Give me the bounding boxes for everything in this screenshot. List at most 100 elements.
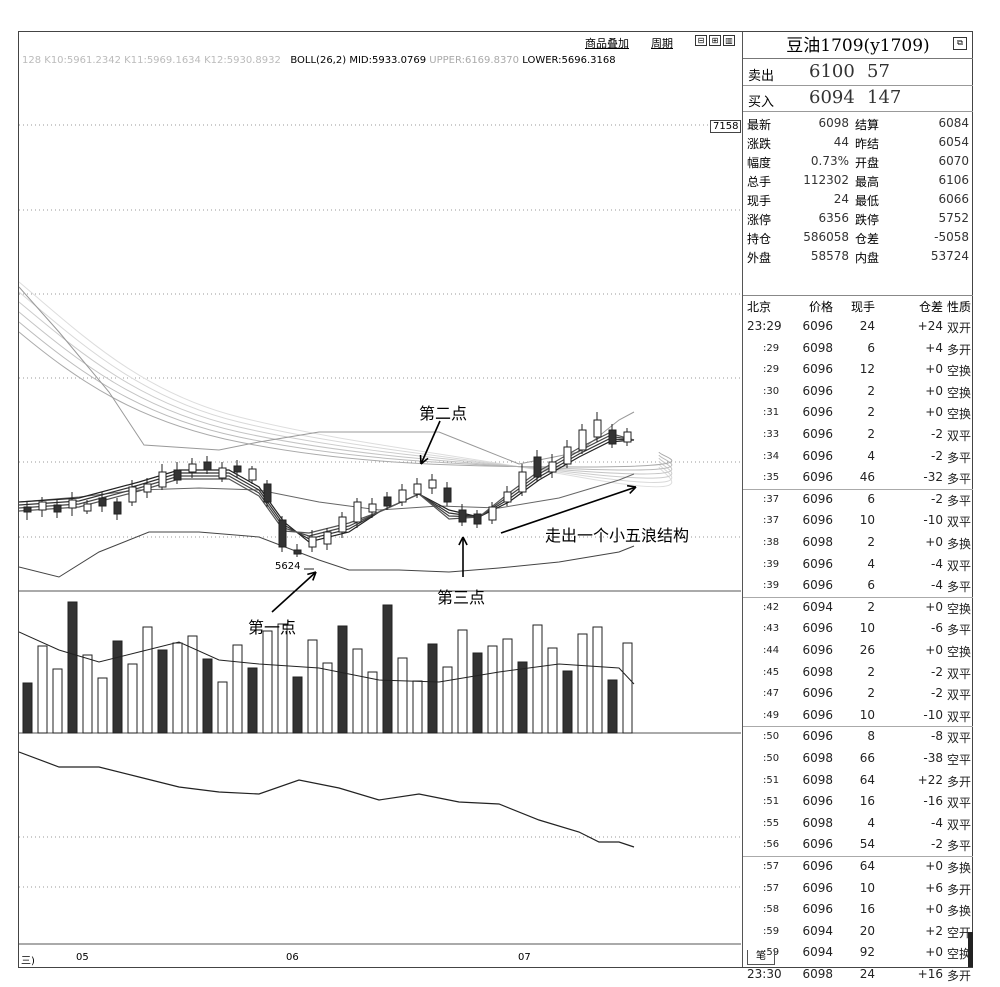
candle-body bbox=[563, 446, 572, 465]
period-link[interactable]: 周期 bbox=[651, 37, 673, 50]
boll-lower: LOWER:5696.3168 bbox=[522, 55, 616, 66]
restore-icon[interactable]: ⧉ bbox=[953, 37, 967, 50]
candle-body bbox=[293, 549, 302, 555]
tick-volume: 2 bbox=[867, 686, 875, 701]
tick-row: :47 6096 2 -2 双平 bbox=[743, 684, 973, 706]
tick-oi-change: +0 bbox=[925, 405, 943, 420]
tick-time: :38 bbox=[763, 537, 780, 548]
tick-type: 空换 bbox=[946, 364, 971, 379]
candle-body bbox=[98, 497, 107, 507]
tick-price: 6096 bbox=[802, 837, 833, 852]
tick-volume: 2 bbox=[867, 535, 875, 549]
volume-ma-line bbox=[19, 631, 635, 685]
x-tick-07: 07 bbox=[518, 952, 531, 963]
tick-type: 双平 bbox=[946, 688, 971, 703]
tick-row: :38 6098 2 +0 多换 bbox=[743, 533, 973, 555]
candlestick-chart[interactable] bbox=[19, 32, 741, 947]
ma-line bbox=[19, 321, 673, 471]
ticks-scrollbar[interactable] bbox=[968, 932, 973, 967]
candle-body bbox=[398, 489, 407, 503]
tick-type: 多平 bbox=[946, 472, 971, 487]
volume-bar bbox=[412, 680, 423, 734]
tick-price: 6098 bbox=[802, 340, 833, 355]
tab-ticks[interactable]: 笔 bbox=[747, 950, 775, 965]
ma-dark-line bbox=[19, 432, 635, 534]
tick-oi-change: -16 bbox=[923, 794, 943, 809]
window-layout-icon[interactable]: ▥ bbox=[723, 35, 735, 46]
tick-type: 多平 bbox=[946, 450, 971, 465]
low-price-label: 5624 bbox=[275, 561, 301, 572]
ma-dark-line bbox=[19, 439, 635, 543]
annotation-point2: 第二点 bbox=[419, 404, 468, 423]
stat-value: 6054 bbox=[938, 135, 969, 149]
stat-label: 涨停 bbox=[747, 213, 772, 227]
candle-body bbox=[308, 536, 317, 548]
tick-row: 23:30 6098 24 +16 多开 bbox=[743, 965, 973, 987]
tick-oi-change: +2 bbox=[925, 923, 943, 938]
tick-time: :51 bbox=[763, 774, 780, 786]
ma-dark-line bbox=[19, 435, 635, 537]
stat-label: 总手 bbox=[747, 175, 772, 189]
tick-type: 多换 bbox=[946, 904, 971, 919]
tick-oi-change: -4 bbox=[931, 556, 943, 571]
buy-volume: 147 bbox=[867, 87, 902, 108]
candle-body bbox=[593, 419, 602, 438]
volume-bar bbox=[67, 601, 78, 734]
tick-row: :51 6096 16 -16 双平 bbox=[743, 792, 973, 814]
candle-body bbox=[233, 465, 242, 473]
volume-bar bbox=[322, 662, 333, 734]
tick-price: 6096 bbox=[802, 319, 833, 333]
volume-bar bbox=[397, 657, 408, 734]
sell-quote: 卖出 6100 57 bbox=[743, 59, 973, 86]
tick-price: 6096 bbox=[802, 448, 833, 463]
boll-upper: UPPER:6169.8370 bbox=[429, 55, 520, 66]
tick-oi-change: +6 bbox=[925, 880, 943, 895]
tick-oi-change: -38 bbox=[923, 751, 943, 765]
volume-bar bbox=[247, 667, 258, 734]
arrow-wave bbox=[626, 484, 637, 495]
tick-time: :50 bbox=[763, 731, 780, 743]
zoom-in-icon[interactable]: ⊞ bbox=[709, 35, 721, 46]
tick-row: :59 6094 20 +2 空开 bbox=[743, 922, 973, 944]
stat-label: 最高 bbox=[855, 175, 880, 189]
tick-volume: 6 bbox=[867, 578, 875, 593]
candle-body bbox=[68, 499, 77, 509]
tick-type: 多平 bbox=[946, 580, 971, 595]
tick-time: :37 bbox=[763, 493, 780, 505]
stat-row: 涨停 6356 跌停 5752 bbox=[743, 209, 973, 228]
tick-oi-change: -32 bbox=[923, 470, 943, 485]
tick-row: :49 6096 10 -10 双平 bbox=[743, 706, 973, 728]
tick-row: :43 6096 10 -6 多平 bbox=[743, 619, 973, 641]
volume-bar bbox=[547, 647, 558, 734]
tick-type: 多换 bbox=[946, 537, 971, 551]
tick-oi-change: -10 bbox=[923, 513, 943, 528]
tick-row: :55 6098 4 -4 双平 bbox=[743, 814, 973, 836]
volume-bar bbox=[37, 645, 48, 734]
stat-value: 6098 bbox=[818, 116, 849, 130]
tick-oi-change: +0 bbox=[925, 362, 943, 377]
stat-value: 6106 bbox=[938, 173, 969, 187]
tick-time: :30 bbox=[763, 385, 780, 397]
ma-line bbox=[19, 331, 673, 468]
zoom-out-icon[interactable]: ⊟ bbox=[695, 35, 707, 46]
ma-readout: 128 K10:5961.2342 K11:5969.1634 K12:5930… bbox=[22, 55, 281, 66]
candle-body bbox=[443, 487, 452, 503]
tick-time: :59 bbox=[763, 925, 780, 937]
tick-time: :29 bbox=[763, 342, 780, 354]
tick-row: :57 6096 64 +0 多换 bbox=[743, 857, 973, 879]
stat-row: 外盘 58578 内盘 53724 bbox=[743, 247, 973, 266]
tick-time: :34 bbox=[763, 450, 780, 462]
tick-price: 6094 bbox=[802, 945, 833, 960]
tick-price: 6098 bbox=[802, 815, 833, 830]
tick-time: :42 bbox=[763, 601, 780, 613]
tick-price: 6096 bbox=[802, 643, 833, 657]
tick-row: :37 6096 10 -10 双平 bbox=[743, 511, 973, 533]
tick-volume: 2 bbox=[867, 405, 875, 420]
ma-line bbox=[19, 311, 673, 475]
tick-volume: 2 bbox=[867, 427, 875, 441]
tick-time: :59 bbox=[763, 947, 780, 959]
overlay-link[interactable]: 商品叠加 bbox=[585, 37, 629, 50]
volume-bar bbox=[82, 654, 93, 734]
tick-oi-change: -2 bbox=[931, 427, 943, 441]
tick-row: :37 6096 6 -2 多平 bbox=[743, 490, 973, 512]
